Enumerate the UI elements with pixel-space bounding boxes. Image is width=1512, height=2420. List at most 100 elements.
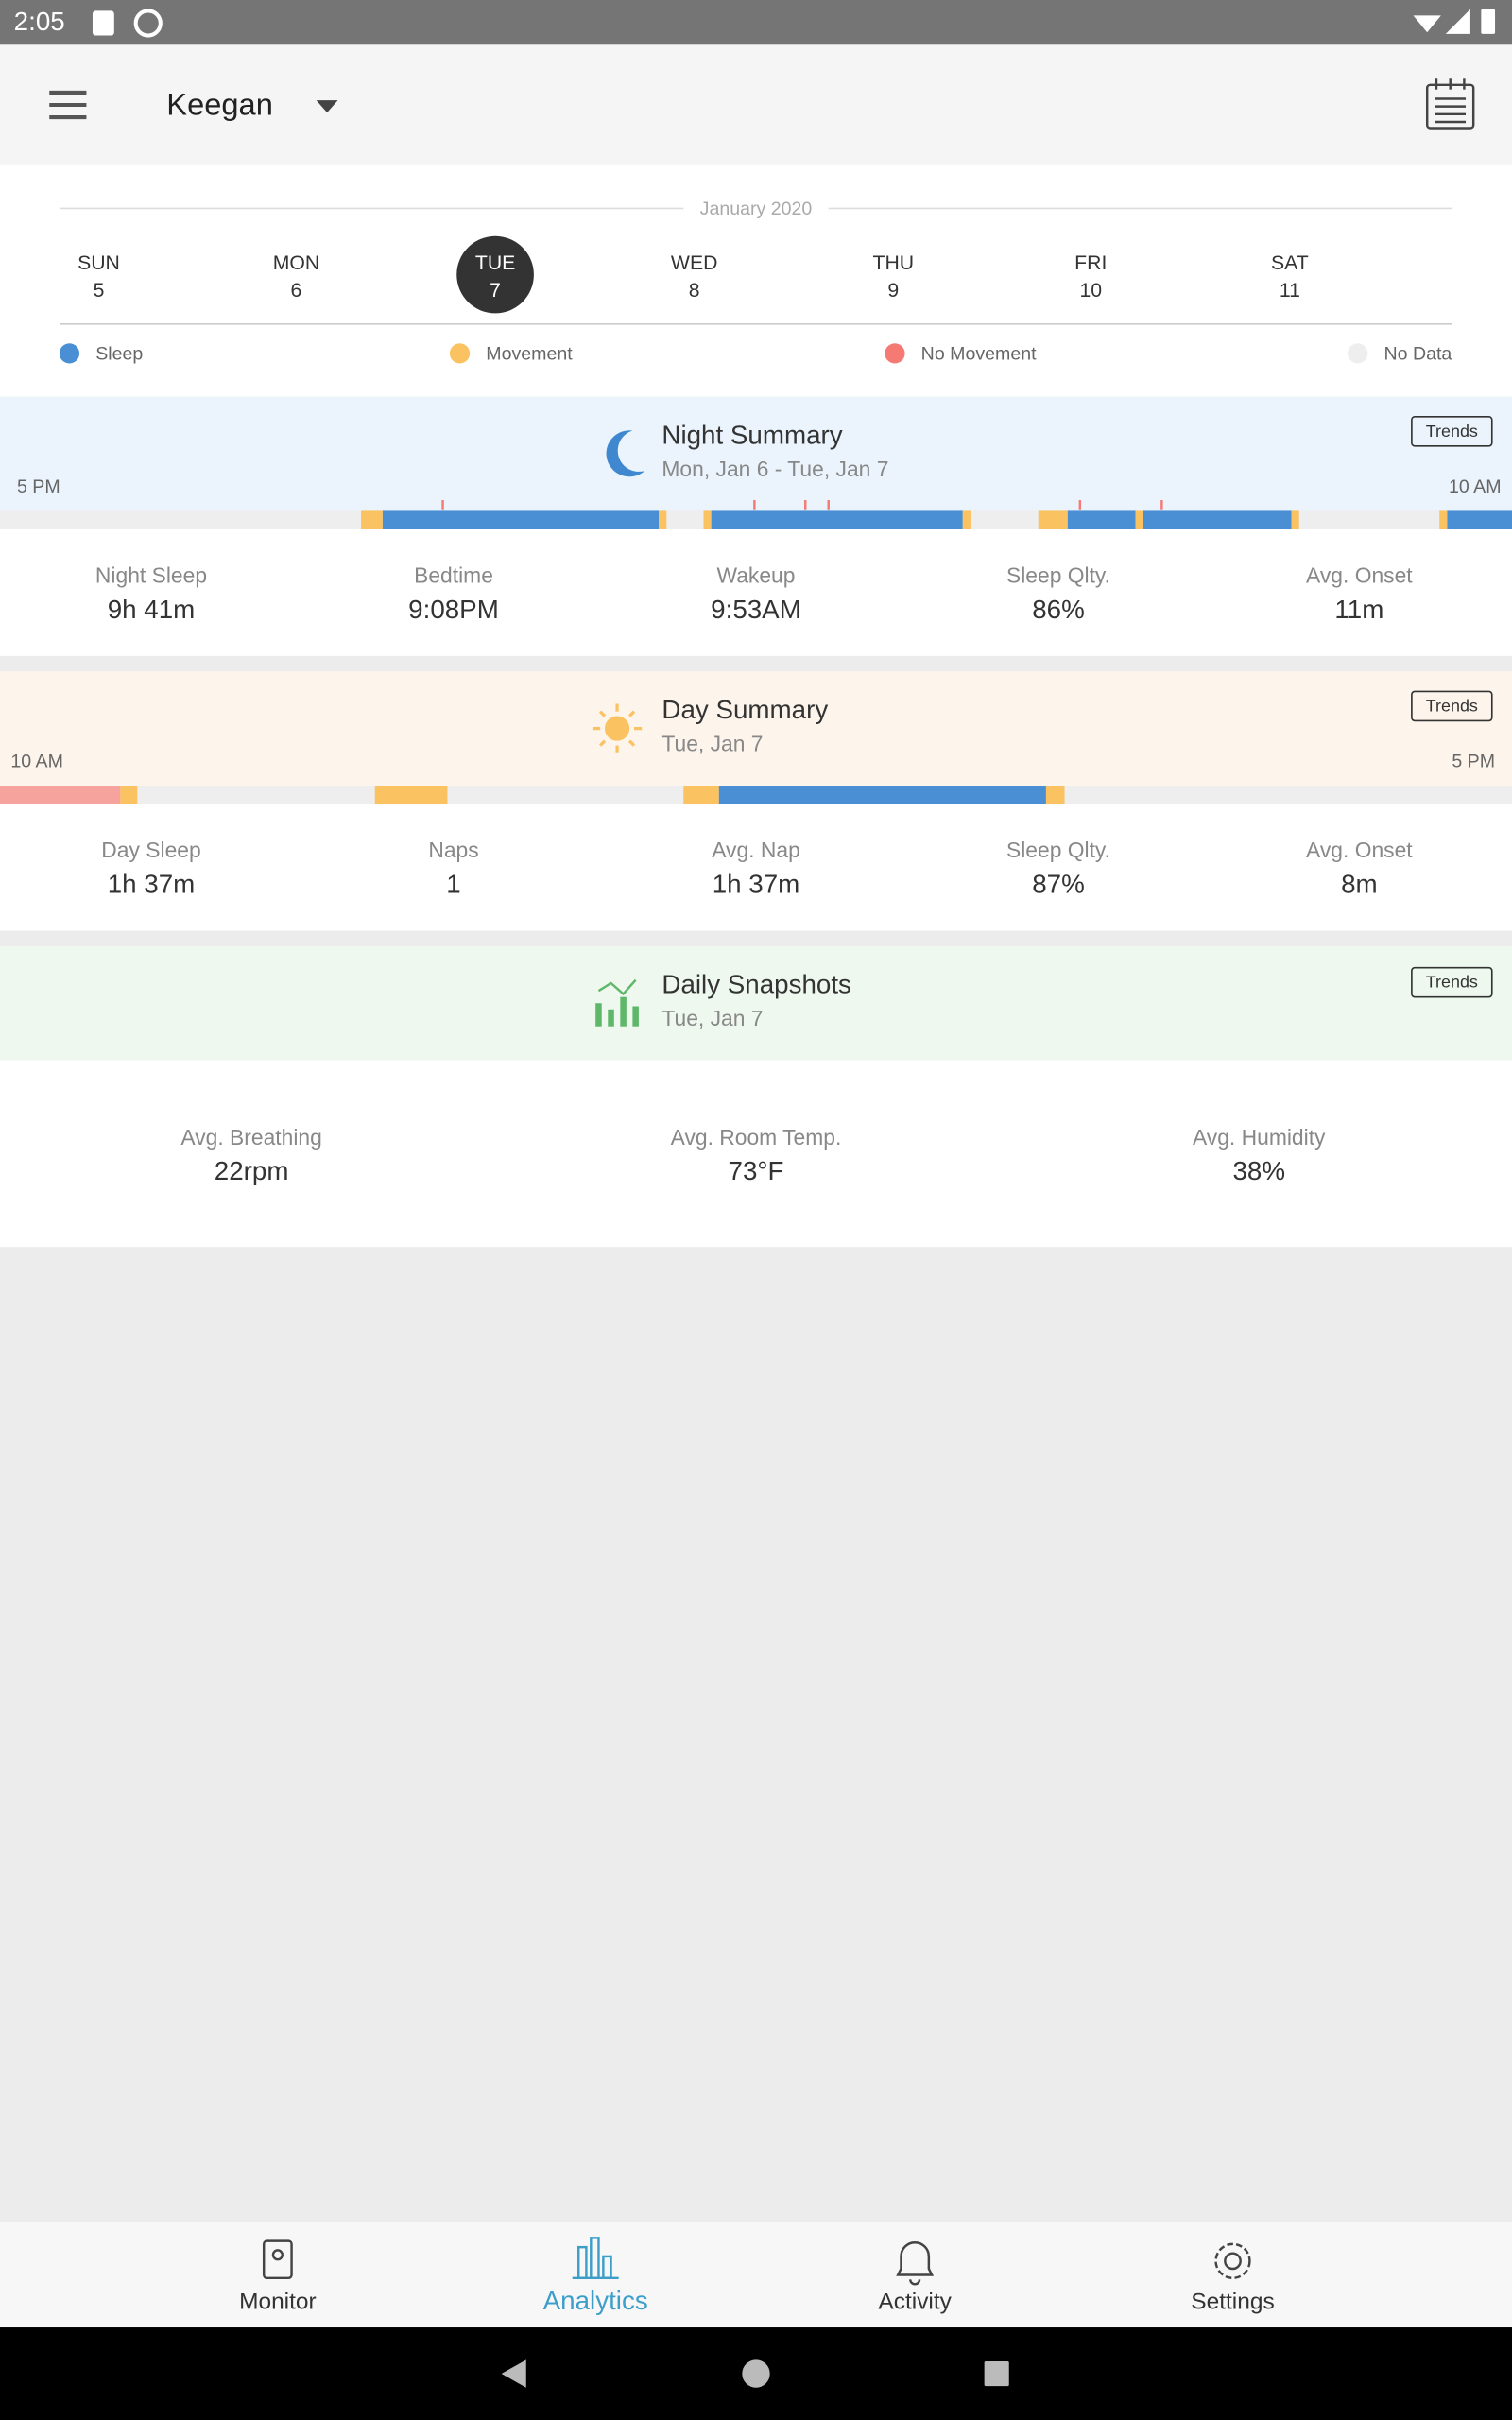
stat-value: 1: [446, 869, 460, 898]
snapshot-stats: Avg. Breathing 22rpm Avg. Room Temp. 73°F Av…: [180, 1125, 1326, 1185]
day-date[interactable]: 11: [1280, 280, 1300, 302]
trends-label[interactable]: Trends: [1426, 973, 1478, 992]
home-button[interactable]: [742, 2360, 770, 2388]
day-stats: Day Sleep 1h 37m Naps 1 Avg. Nap 1h 37m Sleep …: [101, 838, 1413, 898]
stat-value: 1h 37m: [108, 869, 196, 898]
nav-label[interactable]: Activity: [878, 2289, 952, 2314]
stat-value: 9:53AM: [711, 595, 801, 624]
trends-button[interactable]: [1411, 416, 1493, 447]
stat-value: 22rpm: [215, 1156, 289, 1185]
stat-label: Wakeup: [717, 563, 796, 588]
settings-icon: [1214, 2242, 1251, 2280]
trends-button[interactable]: [1411, 690, 1493, 722]
legend-dot: [1348, 343, 1368, 364]
section-title: Night Summary: [662, 420, 842, 449]
nav-labels: Monitor Analytics Activity Settings: [239, 2286, 1275, 2315]
journal-button[interactable]: [1425, 78, 1475, 130]
stat-label: Avg. Nap: [712, 838, 800, 862]
stat-label: Avg. Breathing: [180, 1125, 321, 1150]
day-name[interactable]: THU: [873, 252, 915, 274]
snapshot-icon: [595, 978, 639, 1027]
section-subtitle: Tue, Jan 7: [662, 1006, 763, 1030]
stat-label: Avg. Onset: [1306, 838, 1413, 862]
day-name[interactable]: SAT: [1271, 252, 1309, 274]
analytics-icon: [572, 2237, 619, 2280]
day-name[interactable]: FRI: [1074, 252, 1107, 274]
day-date[interactable]: 10: [1079, 280, 1102, 302]
day-name[interactable]: SUN: [77, 252, 120, 274]
moon-icon: [606, 430, 645, 477]
activity-icon: [896, 2241, 935, 2286]
timeline-start: 10 AM: [10, 752, 63, 772]
stat-label: Sleep Qlty.: [1006, 838, 1110, 862]
day-name[interactable]: WED: [671, 252, 718, 274]
day-date[interactable]: 5: [94, 280, 105, 302]
stat-value: 87%: [1032, 869, 1085, 898]
day-date[interactable]: 7: [490, 280, 501, 302]
day-date[interactable]: 6: [291, 280, 302, 302]
sd-icon: [92, 10, 114, 36]
night-header: [0, 396, 1512, 529]
stat-value: 8m: [1341, 869, 1378, 898]
section-subtitle: Mon, Jan 6 - Tue, Jan 7: [662, 457, 888, 481]
bottom-nav: [0, 2222, 1512, 2328]
day-name[interactable]: MON: [273, 252, 320, 274]
sun-icon: [592, 703, 643, 753]
timeline-end: 10 AM: [1449, 476, 1502, 497]
menu-button[interactable]: [49, 90, 87, 120]
stat-value: 9:08PM: [408, 595, 499, 624]
nav-label[interactable]: Analytics: [543, 2286, 648, 2315]
section-title: Day Summary: [662, 695, 828, 724]
day-timeline: [0, 786, 1512, 804]
stat-label: Day Sleep: [101, 838, 200, 862]
snapshot-header: [0, 945, 1512, 1061]
legend-label: Movement: [486, 344, 573, 365]
status-time: 2:05: [14, 7, 65, 36]
nav-label[interactable]: Settings: [1191, 2289, 1274, 2314]
month-label: January 2020: [700, 199, 813, 219]
stat-value: 9h 41m: [108, 595, 196, 624]
snapshot-stats-panel: [0, 1060, 1512, 1248]
section-subtitle: Tue, Jan 7: [662, 732, 763, 756]
back-button[interactable]: [501, 2360, 526, 2388]
app-bar: [0, 44, 1512, 165]
status-bar: [0, 0, 1512, 45]
stat-value: 11m: [1334, 595, 1383, 624]
nav-label[interactable]: Monitor: [239, 2289, 317, 2314]
day-row: SUN 5 MON 6 TUE 7 WED 8 THU 9 FRI 10 SAT 11: [77, 235, 1309, 314]
day-date[interactable]: 8: [689, 280, 700, 302]
legend-label: No Movement: [921, 344, 1037, 365]
trends-button[interactable]: [1411, 966, 1493, 998]
sync-icon: [133, 9, 163, 38]
timeline-start: 5 PM: [17, 476, 60, 497]
day-name[interactable]: TUE: [475, 252, 515, 274]
child-name[interactable]: Keegan: [166, 86, 273, 121]
night-timeline: [0, 499, 1512, 529]
legend-dot: [59, 343, 80, 364]
day-stats-panel: [0, 786, 1512, 931]
timeline-end: 5 PM: [1452, 752, 1495, 772]
legend: Sleep Movement No Movement No Data: [59, 343, 1452, 365]
recents-button[interactable]: [984, 2360, 1009, 2387]
day-date[interactable]: 9: [887, 280, 899, 302]
stat-label: Naps: [428, 838, 478, 862]
legend-label: Sleep: [95, 344, 143, 365]
trends-label[interactable]: Trends: [1426, 422, 1478, 441]
stat-label: Sleep Qlty.: [1006, 563, 1110, 588]
trends-label[interactable]: Trends: [1426, 696, 1478, 715]
dropdown-arrow[interactable]: [316, 100, 338, 113]
legend-label: No Data: [1383, 344, 1452, 365]
stat-label: Avg. Humidity: [1193, 1125, 1326, 1150]
stat-label: Night Sleep: [95, 563, 207, 588]
stat-value: 38%: [1232, 1156, 1285, 1185]
monitor-icon: [262, 2239, 293, 2280]
selected-day: [456, 235, 534, 314]
day-header: [0, 671, 1512, 786]
stat-value: 1h 37m: [713, 869, 800, 898]
stat-label: Avg. Onset: [1306, 563, 1413, 588]
legend-dot: [885, 343, 905, 364]
night-stats: Night Sleep 9h 41m Bedtime 9:08PM Wakeup 9:53…: [95, 563, 1413, 624]
night-stats-panel: [0, 529, 1512, 656]
